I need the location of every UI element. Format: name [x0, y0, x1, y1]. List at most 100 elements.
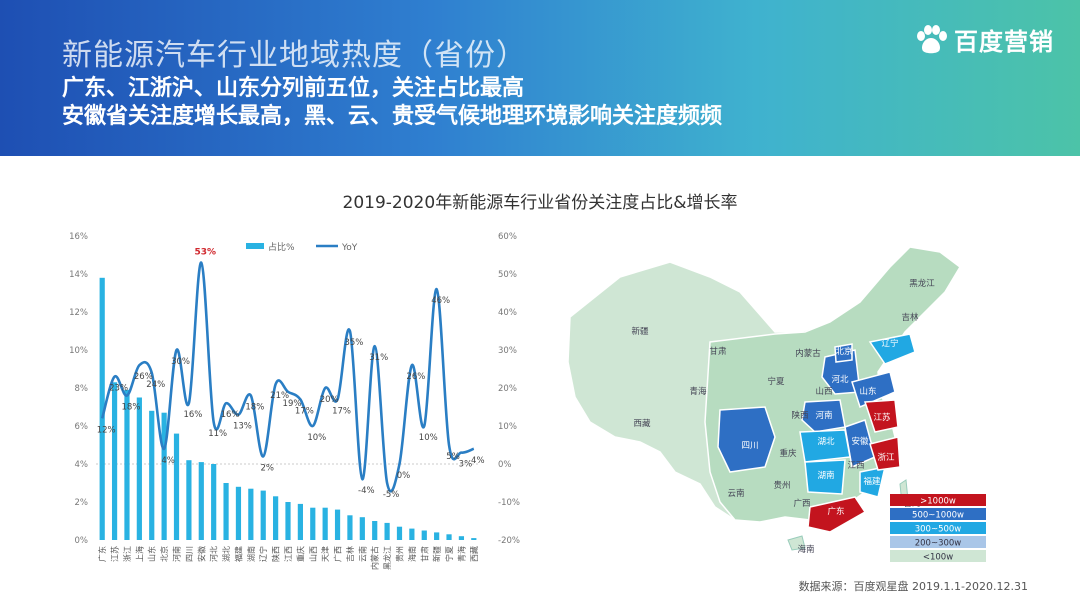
map-hunan: [804, 459, 846, 495]
left-tick-label: 16%: [69, 232, 88, 242]
yoy-data-label: 21%: [270, 391, 289, 401]
map-legend-label: 500~1000w: [912, 511, 964, 521]
yoy-data-label: 10%: [419, 433, 438, 443]
category-label: 广西: [333, 546, 343, 562]
map-beijing: [834, 343, 853, 363]
yoy-data-label: 10%: [307, 433, 326, 443]
bar: [396, 526, 403, 540]
bar: [471, 538, 477, 540]
bar: [149, 410, 155, 540]
map-province-label: 贵州: [773, 480, 790, 491]
map-legend-swatch: [890, 536, 986, 548]
left-tick-label: 14%: [69, 270, 88, 280]
bar: [421, 530, 427, 540]
yoy-data-label: 53%: [195, 248, 217, 258]
category-label: 山西: [308, 546, 318, 562]
category-label: 吉林: [345, 546, 355, 562]
map-province-label: 湖北: [817, 437, 835, 447]
category-label: 海南: [407, 546, 417, 562]
yoy-data-label: 23%: [109, 384, 128, 394]
yoy-data-label: 17%: [295, 406, 314, 416]
right-tick-label: 50%: [498, 270, 517, 280]
yoy-data-label: 16%: [183, 410, 202, 420]
bar: [434, 532, 440, 540]
yoy-data-label: 20%: [320, 395, 339, 405]
bar: [99, 277, 105, 540]
category-label: 广东: [97, 546, 107, 562]
bar: [322, 507, 328, 540]
map-zhejiang: [869, 436, 901, 471]
map-province-label: 山西: [815, 386, 832, 397]
yoy-data-label: 26%: [406, 372, 425, 382]
map-province-label: 青海: [689, 386, 707, 397]
bar: [136, 397, 142, 540]
map-legend-label: <100w: [923, 553, 953, 563]
yoy-data-label: 13%: [233, 422, 252, 432]
category-label: 北京: [159, 546, 169, 562]
bar: [248, 488, 254, 540]
category-label: 黑龙江: [382, 546, 392, 570]
left-tick-label: 8%: [75, 384, 89, 394]
map-hubei: [799, 429, 851, 463]
subtitle-line-2: 安徽省关注度增长最高，黑、云、贵受气候地理环境影响关注度频频: [62, 104, 723, 129]
map-legend-swatch: [890, 550, 986, 562]
category-label: 湖北: [222, 546, 231, 562]
map-hainan: [787, 535, 806, 551]
map-sichuan: [717, 406, 776, 473]
bar: [186, 460, 192, 540]
yoy-data-label: 4%: [471, 456, 485, 466]
bar: [173, 433, 180, 540]
category-label: 云南: [357, 546, 367, 562]
bar: [297, 503, 303, 540]
yoy-data-label: 5%: [446, 452, 460, 462]
category-label: 重庆: [295, 546, 305, 562]
yoy-data-label: 24%: [146, 380, 165, 390]
legend-bar-label: 占比%: [268, 241, 295, 253]
bar: [347, 515, 353, 540]
left-tick-label: 10%: [69, 346, 88, 356]
category-label: 湖南: [246, 546, 256, 562]
right-tick-label: 0%: [498, 460, 512, 470]
map-province-label: 黑龙江: [909, 278, 935, 289]
category-label: 陕西: [271, 546, 281, 562]
map-province-label: 陕西: [791, 410, 808, 421]
bar: [223, 483, 229, 540]
category-label: 浙江: [122, 546, 132, 562]
bar: [359, 517, 365, 540]
china-map: 黑龙江 吉林 辽宁 北京 内蒙古 新疆 甘肃 宁夏 河北 山西 山东 青海 陕西 河南 江苏 西藏 四川 重庆 湖北…: [560, 222, 1000, 572]
yoy-data-label: 11%: [208, 429, 227, 439]
legend-line-label: YoY: [341, 243, 358, 253]
map-province-label: 浙江: [877, 452, 895, 463]
bar: [235, 486, 242, 540]
chart-title: 2019-2020年新能源车行业省份关注度占比&增长率: [342, 193, 738, 213]
map-province-label: 西藏: [633, 418, 651, 429]
map-province-label: 广东: [827, 506, 844, 517]
yoy-data-label: 26%: [134, 372, 153, 382]
bar: [409, 528, 415, 540]
map-province-label: 安徽: [851, 436, 869, 447]
map-legend-label: 200~300w: [915, 539, 962, 549]
map-province-label: 福建: [863, 476, 881, 487]
yoy-data-label: 19%: [283, 399, 302, 409]
category-label: 河北: [209, 546, 219, 562]
yoy-data-label: 3%: [459, 460, 473, 470]
right-tick-label: 20%: [498, 384, 517, 394]
map-province-label: 新疆: [631, 326, 649, 337]
bar: [111, 382, 118, 540]
left-tick-label: 6%: [75, 422, 89, 432]
map-province-label: 河南: [815, 410, 832, 421]
category-label: 安徽: [196, 546, 206, 562]
right-tick-label: 10%: [498, 422, 517, 432]
yoy-data-label: 18%: [122, 403, 141, 413]
bar: [334, 509, 341, 540]
category-label: 贵州: [394, 546, 404, 562]
map-henan: [801, 399, 846, 433]
bar: [446, 534, 452, 540]
yoy-data-label: -5%: [383, 490, 400, 500]
category-label: 新疆: [432, 546, 442, 562]
yoy-data-label: 30%: [171, 357, 190, 367]
category-label: 福建: [233, 546, 243, 562]
map-shandong: [851, 371, 896, 409]
category-label: 山东: [147, 546, 157, 562]
